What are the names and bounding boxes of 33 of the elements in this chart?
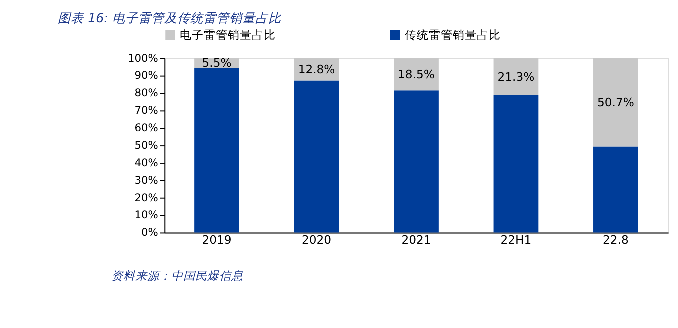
y-tick-label: 40%: [134, 156, 158, 170]
bar: [494, 58, 539, 96]
y-tick-label: 90%: [134, 69, 158, 82]
x-tick-label: 2020: [302, 232, 332, 247]
x-tick-label: 2019: [202, 232, 232, 247]
data-label: 5.5%: [202, 56, 232, 70]
bar: [594, 58, 638, 147]
bar: [294, 80, 340, 233]
x-tick-label: 22H1: [500, 232, 532, 247]
y-tick-label: 30%: [134, 174, 158, 187]
legend-label: 传统雷管销量占比: [404, 28, 501, 42]
x-tick-label: 2021: [402, 232, 432, 247]
data-label: 18.5%: [398, 67, 435, 82]
bar: [394, 90, 439, 233]
data-label: 12.8%: [298, 62, 336, 76]
y-tick-label: 10%: [134, 208, 158, 222]
bar: [194, 68, 240, 233]
chart-title: 图表 16: 电子雷管及传统雷管销量占比: [58, 10, 282, 26]
data-label: 50.7%: [598, 95, 634, 110]
y-tick-label: 20%: [134, 191, 158, 204]
y-tick-label: 60%: [134, 122, 158, 135]
y-tick-label: 70%: [134, 104, 158, 118]
data-label: 21.3%: [498, 70, 535, 84]
bar: [594, 146, 638, 233]
x-tick-label: 22.8: [603, 232, 629, 247]
bar: [394, 58, 439, 91]
y-tick-label: 0%: [141, 226, 158, 240]
y-tick-label: 50%: [134, 138, 158, 152]
legend-label: 电子雷管销量占比: [180, 28, 276, 42]
text: 资料来源：中国民爆信息: [111, 269, 244, 284]
bar: [494, 96, 539, 233]
y-tick-label: 80%: [134, 86, 158, 100]
y-tick-label: 100%: [128, 52, 158, 65]
